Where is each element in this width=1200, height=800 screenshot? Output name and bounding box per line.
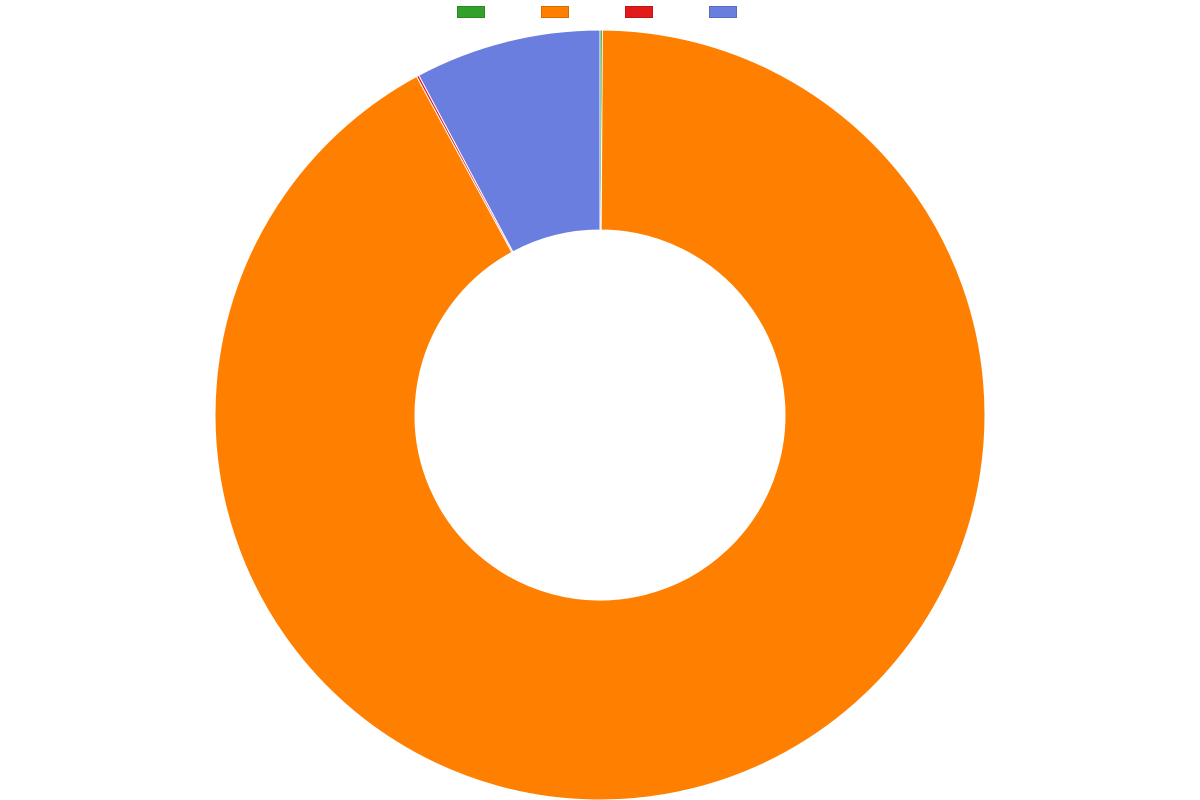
page-root: { "chart": { "type": "donut", "width": 1… bbox=[0, 0, 1200, 800]
donut-chart-container bbox=[0, 0, 1200, 800]
donut-chart bbox=[0, 0, 1200, 800]
